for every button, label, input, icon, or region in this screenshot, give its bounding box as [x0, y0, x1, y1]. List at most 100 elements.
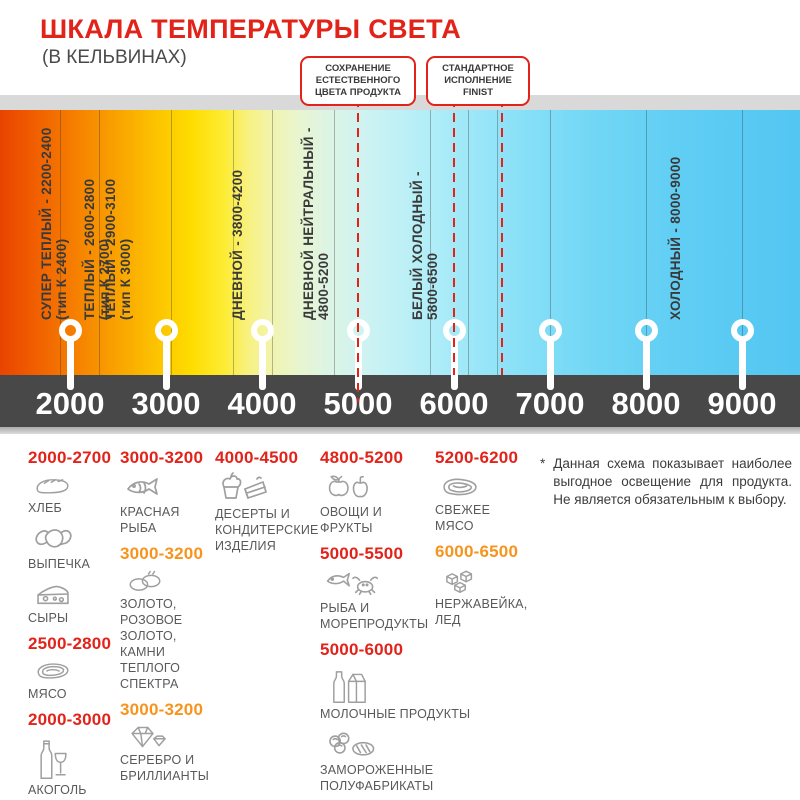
category-group: 2000-2700 ХЛЕБ ВЫПЕЧКА СЫРЫ	[28, 448, 118, 626]
category-group: 2000-3000 АКОГОЛЬ	[28, 710, 118, 798]
axis-tick-label: 9000	[707, 386, 777, 421]
zone-label-sub: 5800-6500	[424, 252, 440, 320]
category-item: КРАСНАЯ РЫБА	[120, 472, 220, 536]
category-item: ВЫПЕЧКА	[28, 524, 118, 572]
category-label: КРАСНАЯ РЫБА	[120, 505, 180, 535]
rings-icon	[122, 568, 220, 594]
category-column: 2000-2700 ХЛЕБ ВЫПЕЧКА СЫРЫ 2500-2800 МЯСО 200…	[28, 448, 118, 800]
zone-label: БЕЛЫЙ ХОЛОДНЫЙ -5800-6500	[410, 171, 440, 320]
meat-icon	[30, 658, 118, 684]
category-item: МОЛОЧНЫЕ ПРОДУКТЫ	[320, 664, 475, 722]
temperature-range: 6000-6500	[435, 542, 519, 561]
category-label: МЯСО	[28, 687, 67, 701]
footnote-text: Данная схема показывает наиболее выгодно…	[553, 456, 792, 508]
frozen-icon	[322, 730, 475, 760]
category-group: 2500-2800 МЯСО	[28, 634, 118, 702]
dessert-icon	[217, 472, 325, 504]
category-item: СВЕЖЕЕ МЯСО	[435, 472, 550, 534]
vegetables-icon	[322, 472, 475, 502]
category-column: 3000-3200 КРАСНАЯ РЫБА 3000-3200 ЗОЛОТО, РО…	[120, 448, 220, 792]
category-item: СЫРЫ	[28, 580, 118, 626]
zone-label-sub: (тип К 2400)	[54, 238, 70, 320]
diamond-icon	[122, 724, 220, 750]
zone-label: СУПЕР ТЕПЛЫЙ - 2200-2400 (тип К 2400)	[39, 127, 69, 320]
zone-label-main: ДНЕВНОЙ НЕЙТРАЛЬНЫЙ -	[300, 127, 316, 320]
zone-label-main: СУПЕР ТЕПЛЫЙ - 2200-2400	[39, 127, 55, 320]
zone-label-main: ДНЕВНОЙ - 3800-4200	[229, 169, 245, 320]
zone-label: ДНЕВНОЙ - 3800-4200	[230, 170, 245, 320]
category-label: ОВОЩИ И ФРУКТЫ	[320, 505, 382, 535]
callout-text: СТАНДАРТНОЕ ИСПОЛНЕНИЕ FINIST	[442, 63, 514, 98]
zone-label-main: БЕЛЫЙ ХОЛОДНЫЙ -	[409, 171, 425, 320]
zone-divider	[468, 110, 470, 375]
kelvin-axis-bar: 2000 3000 4000 5000 6000 7000 8000 9000	[0, 375, 800, 427]
category-label: СЫРЫ	[28, 611, 69, 625]
page-subtitle: (В КЕЛЬВИНАХ)	[42, 47, 187, 68]
category-group: 5200-6200 СВЕЖЕЕ МЯСО	[435, 448, 550, 534]
category-label: МОЛОЧНЫЕ ПРОДУКТЫ	[320, 707, 471, 721]
category-group: 3000-3200 ЗОЛОТО, РОЗОВОЕ ЗОЛОТО, КАМНИ Т…	[120, 544, 220, 692]
zone-label-sub: 4800-5200	[315, 252, 331, 320]
callout-leg-line	[501, 98, 503, 375]
callout-leg-line	[453, 98, 455, 375]
fish-icon	[122, 472, 220, 502]
zone-divider	[646, 110, 647, 375]
footnote: * Данная схема показывает наиболее выгод…	[540, 455, 792, 509]
temperature-range: 2000-2700	[28, 448, 112, 467]
dairy-icon	[322, 664, 475, 704]
temperature-range: 5000-5500	[320, 544, 404, 563]
category-group: 5000-6000 МОЛОЧНЫЕ ПРОДУКТЫ ЗАМОРОЖЕННЫЕ П…	[320, 640, 475, 794]
category-item: МЯСО	[28, 658, 118, 702]
category-group: 3000-3200 СЕРЕБРО И БРИЛЛИАНТЫ	[120, 700, 220, 784]
zone-divider	[60, 110, 62, 375]
temperature-range: 3000-3200	[120, 448, 204, 467]
zone-divider	[233, 110, 235, 375]
temperature-range: 4800-5200	[320, 448, 404, 467]
category-group: 4800-5200 ОВОЩИ И ФРУКТЫ	[320, 448, 475, 536]
callout-leg-line	[357, 98, 359, 402]
axis-tick-label: 6000	[419, 386, 489, 421]
category-item: ОВОЩИ И ФРУКТЫ	[320, 472, 475, 536]
category-item: ЗОЛОТО, РОЗОВОЕ ЗОЛОТО, КАМНИ ТЕПЛОГО СП…	[120, 568, 220, 692]
category-item: ХЛЕБ	[28, 472, 118, 516]
category-item: ЗАМОРОЖЕННЫЕ ПОЛУФАБРИКАТЫ	[320, 730, 475, 794]
axis-tick-label: 3000	[131, 386, 201, 421]
temperature-range: 3000-3200	[120, 544, 204, 563]
category-group: 6000-6500 НЕРЖАВЕЙКА, ЛЕД	[435, 542, 550, 628]
callout-text: СОХРАНЕНИЕ ЕСТЕСТВЕННОГО ЦВЕТА ПРОДУКТА	[314, 63, 402, 98]
category-label: СЕРЕБРО И БРИЛЛИАНТЫ	[120, 753, 209, 783]
zone-divider	[430, 110, 431, 375]
category-label: ЗАМОРОЖЕННЫЕ ПОЛУФАБРИКАТЫ	[320, 763, 434, 793]
category-label: СВЕЖЕЕ МЯСО	[435, 503, 491, 533]
ice-icon	[437, 566, 550, 594]
croissant-icon	[30, 524, 118, 554]
zone-label-main: ТЕПЛЫЙ - 2600-2800	[81, 178, 97, 320]
zone-label: ДНЕВНОЙ НЕЙТРАЛЬНЫЙ -4800-5200	[301, 127, 331, 320]
zone-divider	[742, 110, 743, 375]
cheese-icon	[30, 580, 118, 608]
category-group: 4000-4500 ДЕСЕРТЫ И КОНДИТЕРСКИЕ ИЗДЕЛИЯ	[215, 448, 325, 554]
zone-divider	[271, 110, 273, 375]
temperature-range: 2500-2800	[28, 634, 112, 653]
axis-tick-label: 7000	[515, 386, 585, 421]
category-item: СЕРЕБРО И БРИЛЛИАНТЫ	[120, 724, 220, 784]
page-title: ШКАЛА ТЕМПЕРАТУРЫ СВЕТА	[40, 14, 462, 44]
category-label: АКОГОЛЬ	[28, 783, 87, 797]
temperature-range: 2000-3000	[28, 710, 112, 729]
category-item: НЕРЖАВЕЙКА, ЛЕД	[435, 566, 550, 628]
temperature-range: 4000-4500	[215, 448, 299, 467]
axis-shadow	[0, 427, 800, 434]
zone-label-main: ХОЛОДНЫЙ - 8000-9000	[667, 156, 683, 320]
category-column: 5200-6200 СВЕЖЕЕ МЯСО 6000-6500 НЕРЖАВЕЙКА,…	[435, 448, 550, 636]
freshmeat-icon	[437, 472, 550, 500]
seafood-icon	[322, 568, 475, 598]
bread-icon	[30, 472, 118, 498]
zone-label-main: ТЕПЛЫЙ - 2900-3100	[102, 178, 118, 320]
product-categories: 2000-2700 ХЛЕБ ВЫПЕЧКА СЫРЫ 2500-2800 МЯСО 200…	[0, 448, 800, 800]
zone-divider	[497, 110, 499, 375]
category-label: ЗОЛОТО, РОЗОВОЕ ЗОЛОТО, КАМНИ ТЕПЛОГО СП…	[120, 597, 183, 691]
category-label: НЕРЖАВЕЙКА, ЛЕД	[435, 597, 528, 627]
axis-tick-label: 4000	[227, 386, 297, 421]
axis-tick-label: 8000	[611, 386, 681, 421]
